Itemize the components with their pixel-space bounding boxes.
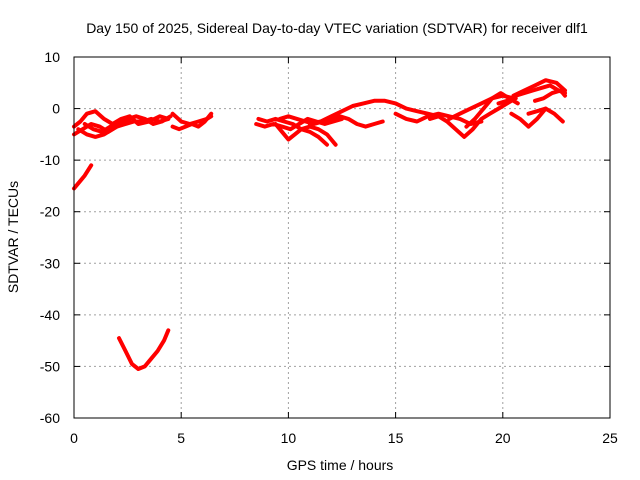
y-tick-label: -60	[40, 410, 60, 426]
series-arc-18	[496, 83, 567, 106]
y-tick-label: -30	[40, 255, 60, 271]
y-tick-label: -20	[40, 204, 60, 220]
series-arc-2	[117, 328, 171, 371]
x-tick-label: 15	[388, 430, 404, 446]
series-arc-9	[254, 116, 344, 132]
x-tick-label: 0	[70, 430, 78, 446]
series-group	[72, 78, 567, 371]
series-arc-1	[72, 163, 94, 191]
series-arc-8	[170, 111, 214, 126]
x-tick-label: 5	[177, 430, 185, 446]
x-tick-label: 10	[281, 430, 297, 446]
series-arc-20	[509, 106, 548, 129]
x-tick-label: 25	[602, 430, 618, 446]
axis-ticks	[73, 56, 611, 419]
series-arc-15	[427, 96, 518, 139]
series-arc-6	[82, 114, 173, 134]
y-tick-labels: -60 -50 -40 -30 -20 -10 0 10	[40, 49, 60, 426]
y-tick-label: 10	[44, 49, 60, 65]
x-tick-label: 20	[495, 430, 511, 446]
series-arc-22	[533, 88, 567, 103]
series-arc-12	[277, 114, 385, 129]
x-axis-title: GPS time / hours	[287, 457, 394, 473]
series-arc-11	[273, 122, 338, 147]
chart-title: Day 150 of 2025, Sidereal Day-to-day VTE…	[86, 20, 588, 36]
y-axis-title: SDTVAR / TECUs	[5, 181, 21, 293]
y-tick-label: -50	[40, 358, 60, 374]
series-arc-21	[526, 106, 565, 124]
y-tick-label: -10	[40, 152, 60, 168]
series-arc-14	[393, 111, 484, 126]
plot-frame	[73, 56, 611, 419]
y-tick-label: -40	[40, 307, 60, 323]
series-arc-10	[256, 116, 329, 147]
y-tick-label: 0	[52, 101, 60, 117]
series-arc-19	[511, 78, 567, 98]
series-arc-13	[307, 98, 441, 126]
x-tick-labels: 0 5 10 15 20 25	[70, 430, 618, 446]
